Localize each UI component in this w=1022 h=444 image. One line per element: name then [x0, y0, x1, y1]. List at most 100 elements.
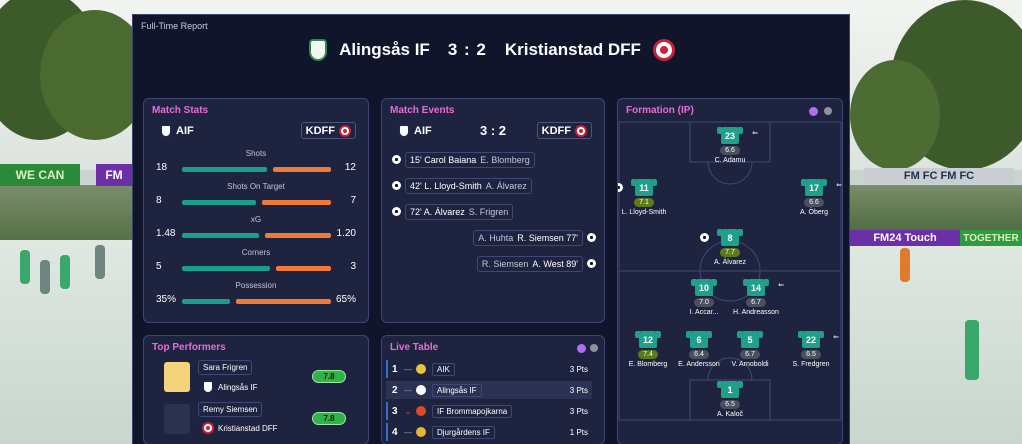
stat-home-bar [182, 266, 270, 271]
background-player [60, 255, 70, 289]
formation-player[interactable]: 5 6.7 V. Arnoboldi [718, 331, 782, 368]
stat-home-value: 35% [156, 294, 177, 305]
performer-name[interactable]: Sara Frigren [198, 360, 253, 375]
event-box[interactable]: 15' Carol Baiana E. Blomberg [405, 151, 535, 168]
live-table-title: Live Table [390, 342, 439, 353]
event-box[interactable]: 42' L. Lloyd-Smith A. Álvarez [405, 177, 532, 194]
goal-ball-icon [700, 233, 709, 242]
player-rating: 6.4 [689, 350, 709, 359]
performer-team-name: Kristianstad DFF [218, 423, 278, 433]
table-position: 3 [392, 405, 398, 417]
table-row[interactable]: 1 — AIK 3 Pts [386, 360, 592, 378]
view-toggle-dot[interactable] [824, 107, 832, 115]
shirt-icon: 14 [743, 279, 769, 296]
performer-rating: 7.8 [312, 370, 346, 383]
stat-home-value: 5 [156, 261, 162, 272]
table-position: 1 [392, 363, 398, 375]
formation-player[interactable]: 23 6.6 C. Adamu ⇐ [698, 127, 762, 164]
stats-away-abbr: KDFF [305, 124, 335, 137]
table-points: 3 Pts [569, 385, 588, 395]
stat-row: 1.48 1.20 [144, 228, 368, 242]
formation-player[interactable]: 8 7.7 A. Álvarez [698, 229, 762, 266]
player-name: V. Arnoboldi [731, 361, 769, 368]
stat-home-bar [182, 299, 230, 304]
shirt-number: 12 [642, 334, 653, 345]
shirt-icon: 11 [631, 179, 657, 196]
away-crest-icon [652, 39, 675, 61]
table-team-name: IF Brommapojkarna [432, 404, 513, 418]
shirt-icon: 5 [737, 331, 763, 348]
formation-player[interactable]: 17 6.6 A. Öberg ⇐ [782, 179, 842, 216]
formation-player[interactable]: 14 6.7 H. Andreasson ⇐ [724, 279, 788, 316]
table-position: 4 [392, 426, 398, 438]
away-team-name: Kristianstad DFF [504, 40, 641, 59]
table-row[interactable]: 3 ⌄ IF Brommapojkarna 3 Pts [386, 402, 592, 420]
background-player [965, 320, 979, 380]
club-crest-icon [416, 385, 426, 395]
view-toggle-dot-active[interactable] [809, 107, 818, 116]
formation-player[interactable]: 6 6.4 E. Andersson [667, 331, 731, 368]
stat-away-value: 65% [335, 294, 356, 305]
stats-away-chip: KDFF [300, 122, 356, 139]
position-marker [386, 402, 388, 420]
shirt-icon: 17 [801, 179, 827, 196]
event-box[interactable]: R. Siemsen A. West 89' [476, 255, 583, 272]
stat-home-value: 8 [156, 195, 162, 206]
shirt-icon: 23 [717, 127, 743, 144]
performer-team-name: Alingsås IF [218, 382, 258, 392]
stat-away-bar [273, 167, 331, 172]
player-name: L. Lloyd-Smith [621, 209, 667, 216]
player-rating: 6.5 [720, 400, 740, 409]
ad-board-left: WE CAN [0, 164, 80, 186]
shirt-number: 11 [639, 182, 649, 193]
stat-label: Possession [235, 281, 277, 290]
ad-board-right-green: TOGETHER [960, 230, 1022, 246]
formation-player[interactable]: 22 6.5 S. Fredgren ⇐ [779, 331, 842, 368]
formation-player[interactable]: 12 7.4 E. Blomberg [618, 331, 680, 368]
table-toggle-dot-active[interactable] [577, 344, 586, 353]
performer-name[interactable]: Remy Siemsen [198, 402, 263, 417]
report-label: Full-Time Report [141, 21, 208, 31]
substitution-icon: ⇐ [833, 334, 839, 341]
table-toggle-dot[interactable] [590, 344, 598, 352]
goal-ball-icon [587, 259, 596, 268]
table-team-name: AIK [432, 362, 455, 376]
player-rating: 7.1 [634, 198, 654, 207]
formation-player[interactable]: 11 7.1 L. Lloyd-Smith [618, 179, 676, 216]
table-points: 3 Pts [569, 406, 588, 416]
player-rating: 6.7 [740, 350, 760, 359]
pitch-lines [618, 121, 842, 421]
formation-player[interactable]: 1 6.5 A. Kaloč [698, 381, 762, 418]
position-change-icon: — [404, 364, 412, 374]
goal-ball-icon [392, 155, 401, 164]
match-event: A. Huhta R. Siemsen 77' [473, 229, 596, 246]
player-name: E. Andersson [678, 361, 720, 368]
formation-card: Formation (IP) 23 6.6 C. Adamu ⇐ 11 7.1 L. Llo… [617, 98, 843, 444]
events-home-abbr: AIF [414, 124, 432, 137]
table-row[interactable]: 2 — Alingsås IF 3 Pts [386, 381, 592, 399]
stat-away-value: 3 [350, 261, 356, 272]
position-marker [386, 423, 388, 441]
stat-home-bar [182, 200, 256, 205]
event-box[interactable]: 72' A. Álvarez S. Frigren [405, 203, 514, 220]
table-row[interactable]: 4 — Djurgårdens IF 1 Pts [386, 423, 592, 441]
formation-title: Formation (IP) [626, 105, 694, 116]
background-player [900, 248, 910, 282]
formation-player[interactable]: 10 7.0 I. Accar... [672, 279, 736, 316]
match-score: 3 : 2 [447, 40, 487, 59]
event-assist: R. Siemsen [481, 258, 529, 269]
events-away-chip: KDFF [536, 122, 592, 139]
shirt-icon: 10 [691, 279, 717, 296]
shirt-icon: 12 [635, 331, 661, 348]
shirt-number: 5 [747, 334, 753, 345]
match-events-card: Match Events AIF 3 : 2 KDFF 15' Carol Ba… [381, 98, 605, 323]
home-team-name: Alingsås IF [339, 40, 430, 59]
match-event: 15' Carol Baiana E. Blomberg [392, 151, 535, 168]
stat-home-value: 18 [156, 162, 168, 173]
table-team-name: Djurgårdens IF [432, 425, 495, 439]
event-box[interactable]: A. Huhta R. Siemsen 77' [473, 229, 583, 246]
top-performers-title: Top Performers [152, 342, 226, 353]
performer-team: Kristianstad DFF [202, 422, 278, 434]
